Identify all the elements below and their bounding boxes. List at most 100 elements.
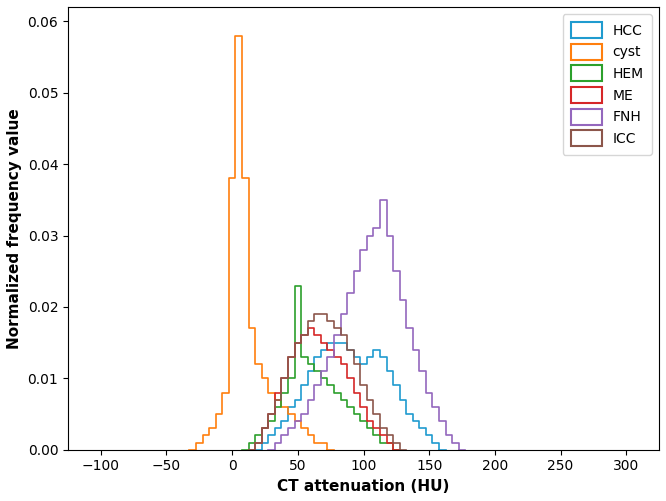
ICC <box>376 425 384 431</box>
FNH <box>310 382 318 388</box>
HEM <box>370 432 378 438</box>
ME <box>343 375 351 381</box>
cyst <box>232 33 240 39</box>
ME <box>336 361 344 367</box>
FNH <box>317 368 325 374</box>
ICC <box>382 432 390 438</box>
Line: ME: ME <box>248 328 393 450</box>
ICC <box>258 425 266 431</box>
HCC <box>350 354 358 360</box>
FNH <box>416 368 424 374</box>
ME <box>278 375 286 381</box>
ME <box>258 425 266 431</box>
HEM <box>284 375 292 381</box>
FNH <box>350 268 358 274</box>
cyst <box>304 432 312 438</box>
HEM <box>317 375 325 381</box>
HCC <box>330 340 338 346</box>
HCC <box>370 347 378 353</box>
FNH <box>363 232 371 238</box>
HCC <box>422 432 430 438</box>
ME <box>271 390 279 396</box>
FNH <box>389 268 397 274</box>
FNH <box>304 397 312 403</box>
cyst <box>244 325 252 331</box>
HEM <box>356 418 364 424</box>
HEM <box>251 432 259 438</box>
HCC <box>363 354 371 360</box>
cyst <box>225 175 233 181</box>
cyst <box>212 411 220 417</box>
FNH <box>324 354 332 360</box>
HCC <box>297 382 305 388</box>
cyst <box>238 175 246 181</box>
FNH <box>271 440 279 446</box>
ME <box>350 390 358 396</box>
FNH <box>382 232 390 238</box>
ICC <box>350 361 358 367</box>
HEM <box>258 425 266 431</box>
FNH <box>409 347 417 353</box>
ICC <box>356 382 364 388</box>
HCC <box>278 418 286 424</box>
HEM <box>324 382 332 388</box>
HCC <box>416 425 424 431</box>
cyst <box>192 440 200 446</box>
ICC <box>330 325 338 331</box>
ME <box>324 347 332 353</box>
ME <box>376 432 384 438</box>
HCC <box>389 382 397 388</box>
ME <box>304 325 312 331</box>
ICC <box>317 311 325 317</box>
HCC <box>402 411 410 417</box>
FNH <box>442 432 450 438</box>
HCC <box>251 447 259 453</box>
HEM <box>382 440 390 446</box>
HCC <box>284 404 292 410</box>
FNH <box>264 447 272 453</box>
FNH <box>336 311 344 317</box>
ME <box>310 333 318 339</box>
ICC <box>396 447 404 453</box>
HCC <box>290 397 298 403</box>
HCC <box>435 447 443 453</box>
X-axis label: CT attenuation (HU): CT attenuation (HU) <box>277 479 450 494</box>
HEM <box>343 404 351 410</box>
FNH <box>455 447 463 453</box>
ME <box>317 340 325 346</box>
ICC <box>324 318 332 324</box>
cyst <box>317 440 325 446</box>
HEM <box>330 390 338 396</box>
ME <box>284 354 292 360</box>
ME <box>382 440 390 446</box>
Line: cyst: cyst <box>189 36 328 450</box>
HEM <box>363 425 371 431</box>
HEM <box>304 361 312 367</box>
cyst <box>271 397 279 403</box>
FNH <box>284 425 292 431</box>
HEM <box>297 354 305 360</box>
ME <box>389 447 397 453</box>
ICC <box>389 440 397 446</box>
HCC <box>264 432 272 438</box>
HCC <box>271 425 279 431</box>
ICC <box>278 375 286 381</box>
HCC <box>343 347 351 353</box>
FNH <box>435 418 443 424</box>
FNH <box>402 325 410 331</box>
ICC <box>310 311 318 317</box>
HEM <box>376 440 384 446</box>
HCC <box>396 397 404 403</box>
HEM <box>389 447 397 453</box>
ME <box>356 404 364 410</box>
HEM <box>336 397 344 403</box>
cyst <box>310 440 318 446</box>
ME <box>251 440 259 446</box>
ICC <box>343 347 351 353</box>
HCC <box>356 361 364 367</box>
cyst <box>264 390 272 396</box>
ICC <box>297 333 305 339</box>
Line: ICC: ICC <box>248 314 400 450</box>
HCC <box>258 440 266 446</box>
ME <box>264 411 272 417</box>
